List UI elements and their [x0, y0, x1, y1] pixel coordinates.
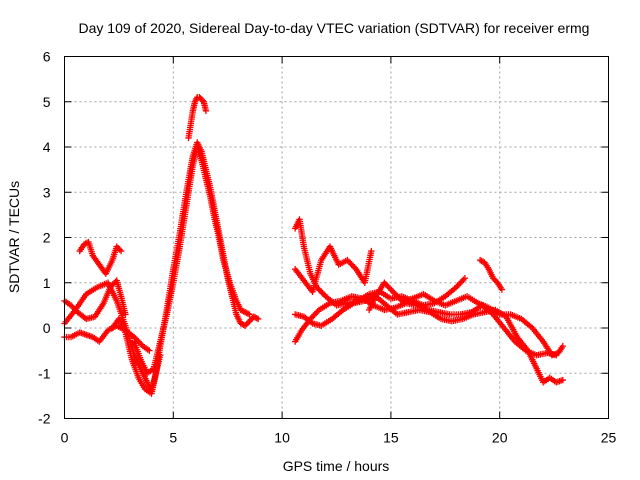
- data-point: [246, 311, 253, 318]
- x-tick-label: 15: [383, 430, 399, 446]
- data-point: [368, 247, 375, 255]
- data-point-fill: [253, 314, 260, 322]
- data-point: [146, 347, 153, 354]
- data-point-fill: [240, 321, 247, 329]
- data-point: [122, 311, 129, 318]
- y-tick-label: 0: [43, 320, 51, 336]
- x-axis-label: GPS time / hours: [283, 458, 390, 474]
- data-point: [254, 315, 262, 323]
- series-arc-10: [291, 293, 567, 386]
- y-tick-label: 5: [43, 94, 51, 110]
- y-tick-label: -1: [38, 365, 51, 381]
- y-tick-label: 2: [43, 230, 51, 246]
- data-point: [202, 107, 210, 114]
- x-tick-label: 25: [601, 430, 617, 446]
- data-point: [461, 275, 469, 282]
- y-tick-label: 4: [43, 139, 51, 155]
- chart-title: Day 109 of 2020, Sidereal Day-to-day VTE…: [79, 20, 590, 36]
- data-point: [559, 342, 567, 350]
- tick-layer: 0 5 10 15 20 25 -2 -1 0 1 2 3 4 5 6: [38, 49, 616, 446]
- series-arc-12: [365, 279, 567, 359]
- y-tick-label: -2: [38, 411, 51, 427]
- series-arc-7: [185, 94, 210, 142]
- marks-layer: [61, 94, 567, 397]
- x-tick-label: 0: [61, 430, 69, 446]
- series-arc-3: [76, 238, 125, 277]
- series-arc-13: [476, 256, 506, 293]
- series-arc-6: [130, 143, 253, 377]
- data-point: [117, 247, 125, 255]
- x-tick-label: 10: [274, 430, 290, 446]
- x-tick-label: 5: [169, 430, 177, 446]
- data-point: [559, 376, 567, 384]
- series-arc-11: [291, 243, 375, 295]
- x-tick-label: 20: [492, 430, 508, 446]
- y-tick-label: 6: [43, 49, 51, 65]
- y-tick-label: 3: [43, 184, 51, 200]
- y-axis-label: SDTVAR / TECUs: [6, 181, 22, 293]
- y-tick-label: 1: [43, 275, 51, 291]
- data-point-fill: [244, 310, 252, 317]
- data-point: [498, 286, 506, 293]
